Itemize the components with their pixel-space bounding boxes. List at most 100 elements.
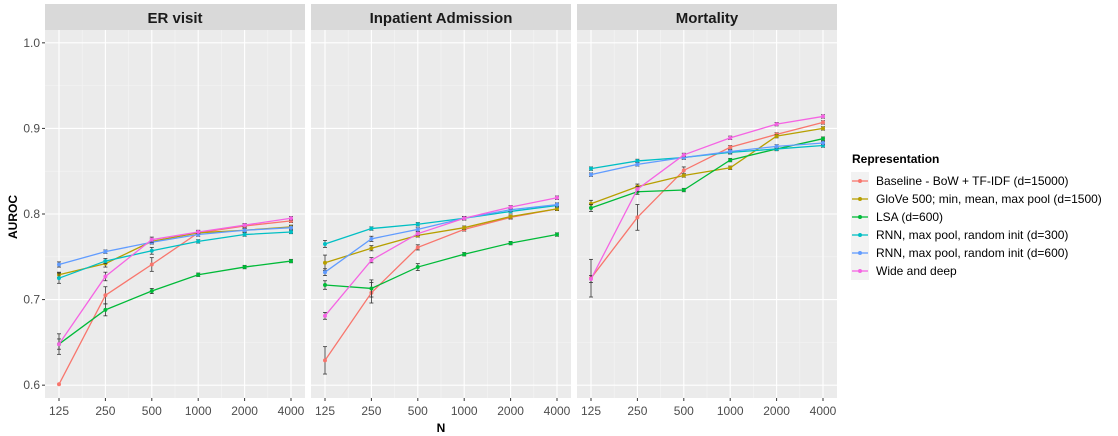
legend-entry: GloVe 500; min, mean, max pool (d=1500) xyxy=(851,190,1102,208)
data-point xyxy=(415,231,420,236)
series-line xyxy=(58,220,292,385)
data-point xyxy=(589,172,593,177)
panel-title: Inpatient Admission xyxy=(370,10,513,27)
data-point xyxy=(508,241,513,246)
x-tick-label: 2000 xyxy=(763,404,790,418)
data-point xyxy=(681,152,686,157)
y-tick-label: 0.6 xyxy=(23,378,40,392)
data-point xyxy=(369,286,374,291)
legend-label: RNN, max pool, random init (d=600) xyxy=(876,246,1068,260)
data-point xyxy=(508,214,513,219)
data-point xyxy=(821,114,825,119)
x-tick-label: 4000 xyxy=(810,404,837,418)
data-point xyxy=(681,173,686,178)
legend-entry: Wide and deep xyxy=(851,262,957,280)
series-line xyxy=(324,204,558,245)
data-point xyxy=(369,246,374,251)
legend-label: LSA (d=600) xyxy=(876,210,943,224)
data-point xyxy=(149,289,154,294)
series-line xyxy=(590,121,824,279)
data-point xyxy=(589,206,593,211)
data-point xyxy=(289,225,293,230)
data-point xyxy=(555,202,559,207)
data-point xyxy=(289,229,293,234)
panel-strip xyxy=(311,4,571,30)
data-point xyxy=(369,236,374,241)
data-point xyxy=(242,223,247,228)
x-tick-label: 1000 xyxy=(185,404,212,418)
series-line xyxy=(590,127,824,205)
data-point xyxy=(774,144,779,149)
data-point xyxy=(57,262,61,267)
x-tick-label: 4000 xyxy=(544,404,571,418)
data-point xyxy=(103,307,108,312)
legend-entry: RNN, max pool, random init (d=300) xyxy=(851,226,1068,244)
data-point xyxy=(149,237,154,242)
panel-strip xyxy=(45,4,305,30)
series-6 xyxy=(589,114,825,283)
data-point xyxy=(555,232,559,237)
data-point xyxy=(103,274,108,279)
data-point xyxy=(635,162,640,167)
data-point xyxy=(508,205,513,210)
data-point xyxy=(196,272,201,277)
data-point xyxy=(589,277,593,282)
data-point xyxy=(462,252,467,257)
series-line xyxy=(324,233,558,290)
data-point xyxy=(821,140,825,145)
series-4 xyxy=(57,229,293,284)
data-point xyxy=(589,166,593,171)
data-point xyxy=(635,158,640,163)
data-point xyxy=(462,225,467,230)
data-point xyxy=(103,293,108,298)
series-line xyxy=(324,208,558,361)
series-line xyxy=(590,138,824,209)
series-line xyxy=(58,260,292,345)
data-point xyxy=(196,239,201,244)
data-point xyxy=(57,382,61,387)
data-point xyxy=(415,222,420,227)
series-6 xyxy=(57,216,293,350)
x-tick-label: 1000 xyxy=(717,404,744,418)
data-point xyxy=(415,245,420,250)
x-tick-label: 2000 xyxy=(497,404,524,418)
data-point xyxy=(462,216,467,221)
x-tick-label: 125 xyxy=(581,404,601,418)
panel-2: Inpatient Admission 125 250 500 1000 2000 4000 xyxy=(311,4,571,418)
data-point xyxy=(149,262,154,267)
series-2 xyxy=(589,126,825,208)
data-point xyxy=(323,313,327,318)
panel-title: ER visit xyxy=(147,10,202,27)
data-point xyxy=(323,358,327,363)
panel-strip xyxy=(577,4,837,30)
legend-key-point xyxy=(858,269,862,273)
legend-key-point xyxy=(858,215,862,219)
data-point xyxy=(821,120,825,125)
x-tick-label: 250 xyxy=(627,404,647,418)
legend-entry: RNN, max pool, random init (d=600) xyxy=(851,244,1068,262)
data-point xyxy=(369,258,374,263)
data-point xyxy=(242,232,247,237)
data-point xyxy=(323,260,327,265)
series-3 xyxy=(323,232,559,298)
data-point xyxy=(57,276,61,281)
x-tick-label: 500 xyxy=(674,404,694,418)
y-tick-label: 0.9 xyxy=(23,121,40,135)
legend-label: Baseline - BoW + TF-IDF (d=15000) xyxy=(876,174,1069,188)
legend-label: RNN, max pool, random init (d=300) xyxy=(876,228,1068,242)
panel-1: ER visit 125 250 500 1000 2000 4000 xyxy=(45,4,305,418)
series-line xyxy=(58,217,292,345)
x-tick-label: 250 xyxy=(361,404,381,418)
data-point xyxy=(635,187,640,192)
data-point xyxy=(149,248,154,253)
data-point xyxy=(369,226,374,231)
data-point xyxy=(728,158,733,163)
series-line xyxy=(58,231,292,279)
data-point xyxy=(728,165,733,170)
series-line xyxy=(324,208,558,264)
x-axis-title: N xyxy=(437,421,446,435)
data-point xyxy=(728,135,733,140)
legend-label: GloVe 500; min, mean, max pool (d=1500) xyxy=(876,192,1102,206)
data-point xyxy=(821,126,825,131)
data-point xyxy=(57,342,61,347)
